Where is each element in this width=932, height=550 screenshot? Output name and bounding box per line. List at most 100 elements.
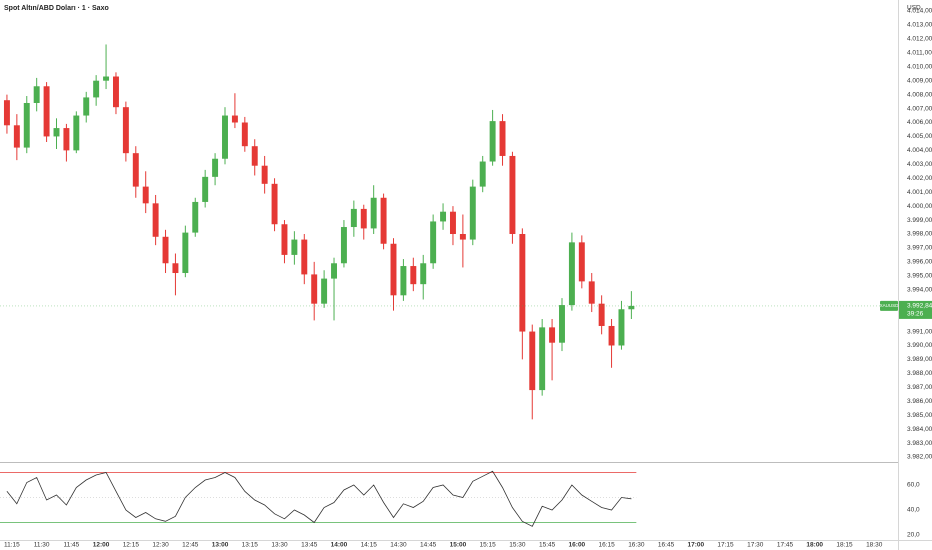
candle-body <box>83 97 90 116</box>
x-tick-label: 17:45 <box>777 542 794 549</box>
candle-body <box>261 165 268 184</box>
osc-tick-label: 60,0 <box>907 482 920 489</box>
candle-body <box>142 186 149 204</box>
candle-body <box>519 233 526 332</box>
y-tick-label: 3.996,00 <box>907 259 932 266</box>
y-tick-label: 3.983,00 <box>907 440 932 447</box>
candle-body <box>311 274 318 304</box>
y-tick-label: 3.989,00 <box>907 356 932 363</box>
candle-body <box>301 239 308 275</box>
symbol-label: XAUUSD <box>880 303 900 308</box>
y-tick-label: 4.012,00 <box>907 36 932 43</box>
osc-tick-label: 20,0 <box>907 532 920 539</box>
candle-body <box>231 115 238 123</box>
x-tick-label: 13:15 <box>242 542 259 549</box>
x-tick-label: 15:30 <box>509 542 526 549</box>
y-tick-label: 4.000,00 <box>907 203 932 210</box>
candle-body <box>241 122 248 147</box>
y-tick-label: 4.006,00 <box>907 119 932 126</box>
candle-body <box>459 233 466 240</box>
y-tick-label: 4.002,00 <box>907 175 932 182</box>
candle-body <box>172 263 179 274</box>
candle-body <box>360 208 367 229</box>
x-tick-label: 16:15 <box>598 542 615 549</box>
y-tick-label: 4.011,00 <box>907 50 932 57</box>
candle-body <box>598 303 605 326</box>
y-tick-label: 4.008,00 <box>907 91 932 98</box>
y-tick-label: 3.991,00 <box>907 328 932 335</box>
y-tick-label: 3.998,00 <box>907 231 932 238</box>
candle-body <box>539 327 546 391</box>
x-tick-label: 17:30 <box>747 542 764 549</box>
candle-body <box>192 201 199 233</box>
symbol-badge <box>880 300 898 311</box>
x-tick-label: 15:00 <box>450 542 467 549</box>
y-tick-label: 3.987,00 <box>907 384 932 391</box>
x-tick-label: 14:45 <box>420 542 437 549</box>
candle-body <box>202 176 209 202</box>
y-tick-label: 3.997,00 <box>907 245 932 252</box>
candle-body <box>549 327 556 343</box>
candle-body <box>568 242 575 306</box>
candle-body <box>23 102 30 148</box>
y-tick-label: 3.995,00 <box>907 273 932 280</box>
candle-body <box>222 115 228 159</box>
candle-body <box>103 76 110 81</box>
chart-title: Spot Altın/ABD Doları · 1 · Saxo <box>4 5 109 12</box>
x-tick-label: 12:15 <box>123 542 140 549</box>
candle-body <box>430 221 437 264</box>
x-tick-label: 13:30 <box>271 542 288 549</box>
candle-body <box>370 197 377 229</box>
candle-body <box>400 266 407 296</box>
candle-body <box>340 227 347 264</box>
candle-body <box>628 305 635 310</box>
candle-body <box>618 309 625 346</box>
candle-body <box>13 125 20 148</box>
candle-body <box>489 121 496 162</box>
y-tick-label: 3.986,00 <box>907 398 932 405</box>
x-tick-label: 13:00 <box>212 542 229 549</box>
x-tick-label: 18:15 <box>836 542 853 549</box>
candle-body <box>420 263 427 285</box>
y-tick-label: 3.990,00 <box>907 342 932 349</box>
x-tick-label: 18:30 <box>866 542 883 549</box>
x-tick-label: 15:45 <box>539 542 556 549</box>
x-tick-label: 14:00 <box>331 542 348 549</box>
y-tick-label: 3.994,00 <box>907 286 932 293</box>
y-tick-label: 3.988,00 <box>907 370 932 377</box>
y-tick-label: 4.004,00 <box>907 147 932 154</box>
x-tick-label: 13:45 <box>301 542 318 549</box>
x-tick-label: 14:15 <box>361 542 378 549</box>
candle-body <box>350 208 357 228</box>
x-tick-label: 12:00 <box>93 542 110 549</box>
y-tick-label: 4.010,00 <box>907 63 932 70</box>
candle-body <box>291 239 298 255</box>
candle-body <box>251 146 258 166</box>
candle-body <box>440 211 447 222</box>
x-tick-label: 12:45 <box>182 542 199 549</box>
candle-body <box>43 86 50 137</box>
y-tick-label: 4.013,00 <box>907 22 932 29</box>
candle-body <box>529 331 536 391</box>
osc-line <box>6 470 632 527</box>
x-tick-label: 11:45 <box>63 542 79 549</box>
x-tick-label: 11:15 <box>4 542 20 549</box>
x-tick-label: 16:00 <box>569 542 586 549</box>
candle-body <box>499 121 506 156</box>
candle-body <box>182 232 189 274</box>
x-tick-label: 18:00 <box>806 542 823 549</box>
y-tick-label: 3.985,00 <box>907 412 932 419</box>
candle-body <box>122 107 129 154</box>
x-tick-label: 15:15 <box>480 542 497 549</box>
candle-body <box>271 183 278 225</box>
candle-body <box>33 86 40 103</box>
x-tick-label: 17:15 <box>717 542 734 549</box>
y-tick-label: 4.001,00 <box>907 189 932 196</box>
candle-body <box>321 278 328 304</box>
candle-body <box>152 203 159 237</box>
candle-body <box>63 128 70 151</box>
x-tick-label: 16:30 <box>628 542 645 549</box>
x-tick-label: 11:30 <box>34 542 50 549</box>
